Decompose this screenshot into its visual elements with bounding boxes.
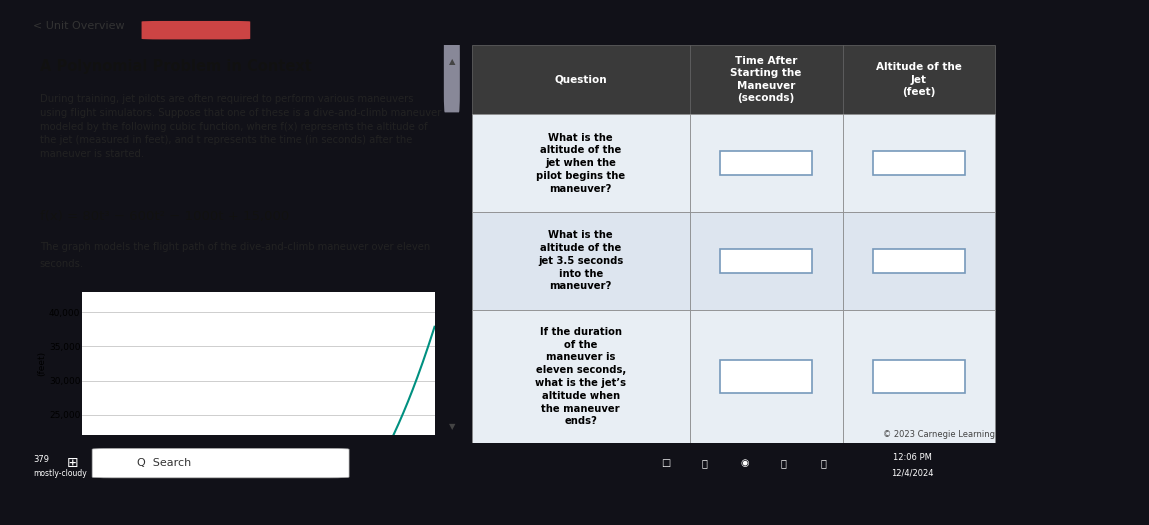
Bar xyxy=(689,310,842,443)
Text: ⊞: ⊞ xyxy=(67,456,78,470)
FancyBboxPatch shape xyxy=(141,21,250,39)
Text: If the duration
of the
maneuver is
eleven seconds,
what is the jet’s
altitude wh: If the duration of the maneuver is eleve… xyxy=(535,327,626,426)
Text: 📁: 📁 xyxy=(702,458,708,468)
Text: ◉: ◉ xyxy=(740,458,748,468)
Text: 📅: 📅 xyxy=(820,458,826,468)
Text: 379: 379 xyxy=(33,455,49,464)
Bar xyxy=(842,45,995,114)
Bar xyxy=(842,212,995,310)
Text: seconds.: seconds. xyxy=(40,259,84,269)
Text: Altitude of the
Jet
(feet): Altitude of the Jet (feet) xyxy=(876,62,962,97)
Text: ▲: ▲ xyxy=(448,57,455,66)
FancyBboxPatch shape xyxy=(873,249,965,273)
Bar xyxy=(842,310,995,443)
FancyBboxPatch shape xyxy=(444,33,460,112)
FancyBboxPatch shape xyxy=(720,360,812,393)
FancyBboxPatch shape xyxy=(92,448,349,478)
Text: During training, jet pilots are often required to perform various maneuvers
usin: During training, jet pilots are often re… xyxy=(40,94,441,159)
Text: © 2023 Carnegie Learning: © 2023 Carnegie Learning xyxy=(884,430,995,439)
FancyBboxPatch shape xyxy=(873,151,965,175)
Text: Time After
Starting the
Maneuver
(seconds): Time After Starting the Maneuver (second… xyxy=(731,56,802,103)
Text: 🌐: 🌐 xyxy=(781,458,787,468)
Bar xyxy=(689,45,842,114)
Text: ▼: ▼ xyxy=(448,422,455,432)
Bar xyxy=(471,212,689,310)
Text: mostly-cloudy: mostly-cloudy xyxy=(33,469,86,478)
Bar xyxy=(471,310,689,443)
Text: Q  Search: Q Search xyxy=(137,458,191,468)
Bar xyxy=(842,114,995,212)
Text: 12/4/2024: 12/4/2024 xyxy=(892,469,933,478)
Text: A Polynomial Problem in Context: A Polynomial Problem in Context xyxy=(40,59,311,74)
Bar xyxy=(689,114,842,212)
Text: What is the
altitude of the
jet 3.5 seconds
into the
maneuver?: What is the altitude of the jet 3.5 seco… xyxy=(538,230,624,291)
Text: □: □ xyxy=(661,458,670,468)
FancyBboxPatch shape xyxy=(720,249,812,273)
FancyBboxPatch shape xyxy=(720,151,812,175)
Text: 12:06 PM: 12:06 PM xyxy=(893,453,932,461)
Bar xyxy=(471,45,689,114)
FancyBboxPatch shape xyxy=(873,360,965,393)
Text: f(x) = 80t³ − 600t² − 1000t + 15,000: f(x) = 80t³ − 600t² − 1000t + 15,000 xyxy=(40,210,290,223)
Text: < Unit Overview: < Unit Overview xyxy=(33,21,124,31)
Text: The graph models the flight path of the dive-and-climb maneuver over eleven: The graph models the flight path of the … xyxy=(40,242,430,252)
Text: Question: Question xyxy=(555,75,607,85)
Y-axis label: (feet): (feet) xyxy=(37,351,46,376)
Text: What is the
altitude of the
jet when the
pilot begins the
maneuver?: What is the altitude of the jet when the… xyxy=(537,133,625,194)
Bar xyxy=(689,212,842,310)
Bar xyxy=(471,114,689,212)
